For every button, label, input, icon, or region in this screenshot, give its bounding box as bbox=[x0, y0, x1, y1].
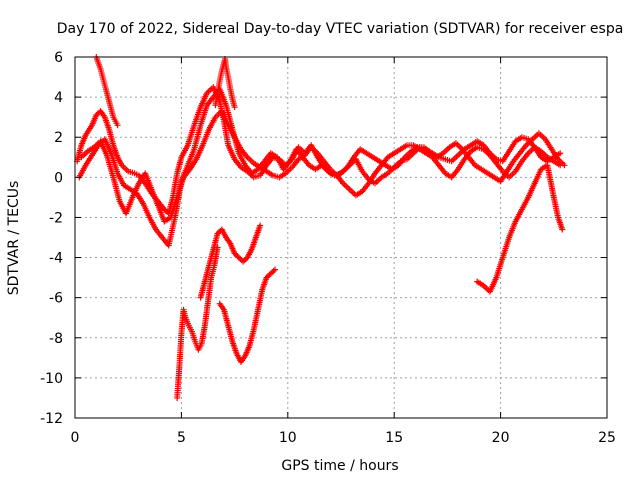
plot-frame bbox=[74, 56, 608, 419]
y-tick-label: -2 bbox=[49, 210, 63, 226]
y-tick-label: -8 bbox=[49, 331, 63, 347]
grid-lines bbox=[75, 57, 607, 418]
x-tick-label: 20 bbox=[492, 430, 510, 446]
y-tick-label: 6 bbox=[54, 50, 63, 66]
x-tick-label: 10 bbox=[279, 430, 297, 446]
x-tick-label: 15 bbox=[385, 430, 403, 446]
series-trace-1 bbox=[74, 84, 564, 217]
data-point-marker bbox=[272, 266, 279, 273]
data-point-marker bbox=[214, 244, 221, 251]
axis-ticks: 0 5 10 15 20 25 -12 -10 -8 -6 -4 -2 0 2 4 6 bbox=[40, 50, 616, 446]
x-tick-label: 5 bbox=[177, 430, 186, 446]
series-trace-8 bbox=[93, 54, 121, 129]
y-tick-label: -4 bbox=[49, 251, 63, 267]
y-tick-label: -12 bbox=[40, 411, 63, 427]
data-point-marker bbox=[559, 226, 566, 233]
series-trace-2 bbox=[76, 86, 568, 249]
series-trace-9 bbox=[212, 56, 238, 111]
series-trace-3 bbox=[78, 108, 564, 225]
y-tick-label: 0 bbox=[54, 170, 63, 186]
y-tick-label: 2 bbox=[54, 130, 63, 146]
data-point-marker bbox=[231, 104, 238, 111]
data-point-marker bbox=[557, 162, 564, 169]
chart-title: Day 170 of 2022, Sidereal Day-to-day VTE… bbox=[57, 21, 624, 37]
data-point-marker bbox=[257, 222, 264, 229]
series-trace-5 bbox=[174, 244, 221, 401]
series-trace-7 bbox=[474, 162, 566, 295]
series-trace-6 bbox=[216, 266, 279, 365]
y-tick-label: -6 bbox=[49, 291, 63, 307]
data-point-marker bbox=[557, 150, 564, 157]
x-tick-label: 25 bbox=[598, 430, 616, 446]
x-tick-label: 0 bbox=[71, 430, 80, 446]
data-point-marker bbox=[114, 122, 121, 129]
y-tick-label: 4 bbox=[54, 90, 63, 106]
y-tick-label: -10 bbox=[40, 371, 63, 387]
x-axis-label: GPS time / hours bbox=[281, 458, 398, 474]
y-axis-label: SDTVAR / TECUs bbox=[6, 181, 22, 296]
data-points bbox=[74, 54, 568, 401]
